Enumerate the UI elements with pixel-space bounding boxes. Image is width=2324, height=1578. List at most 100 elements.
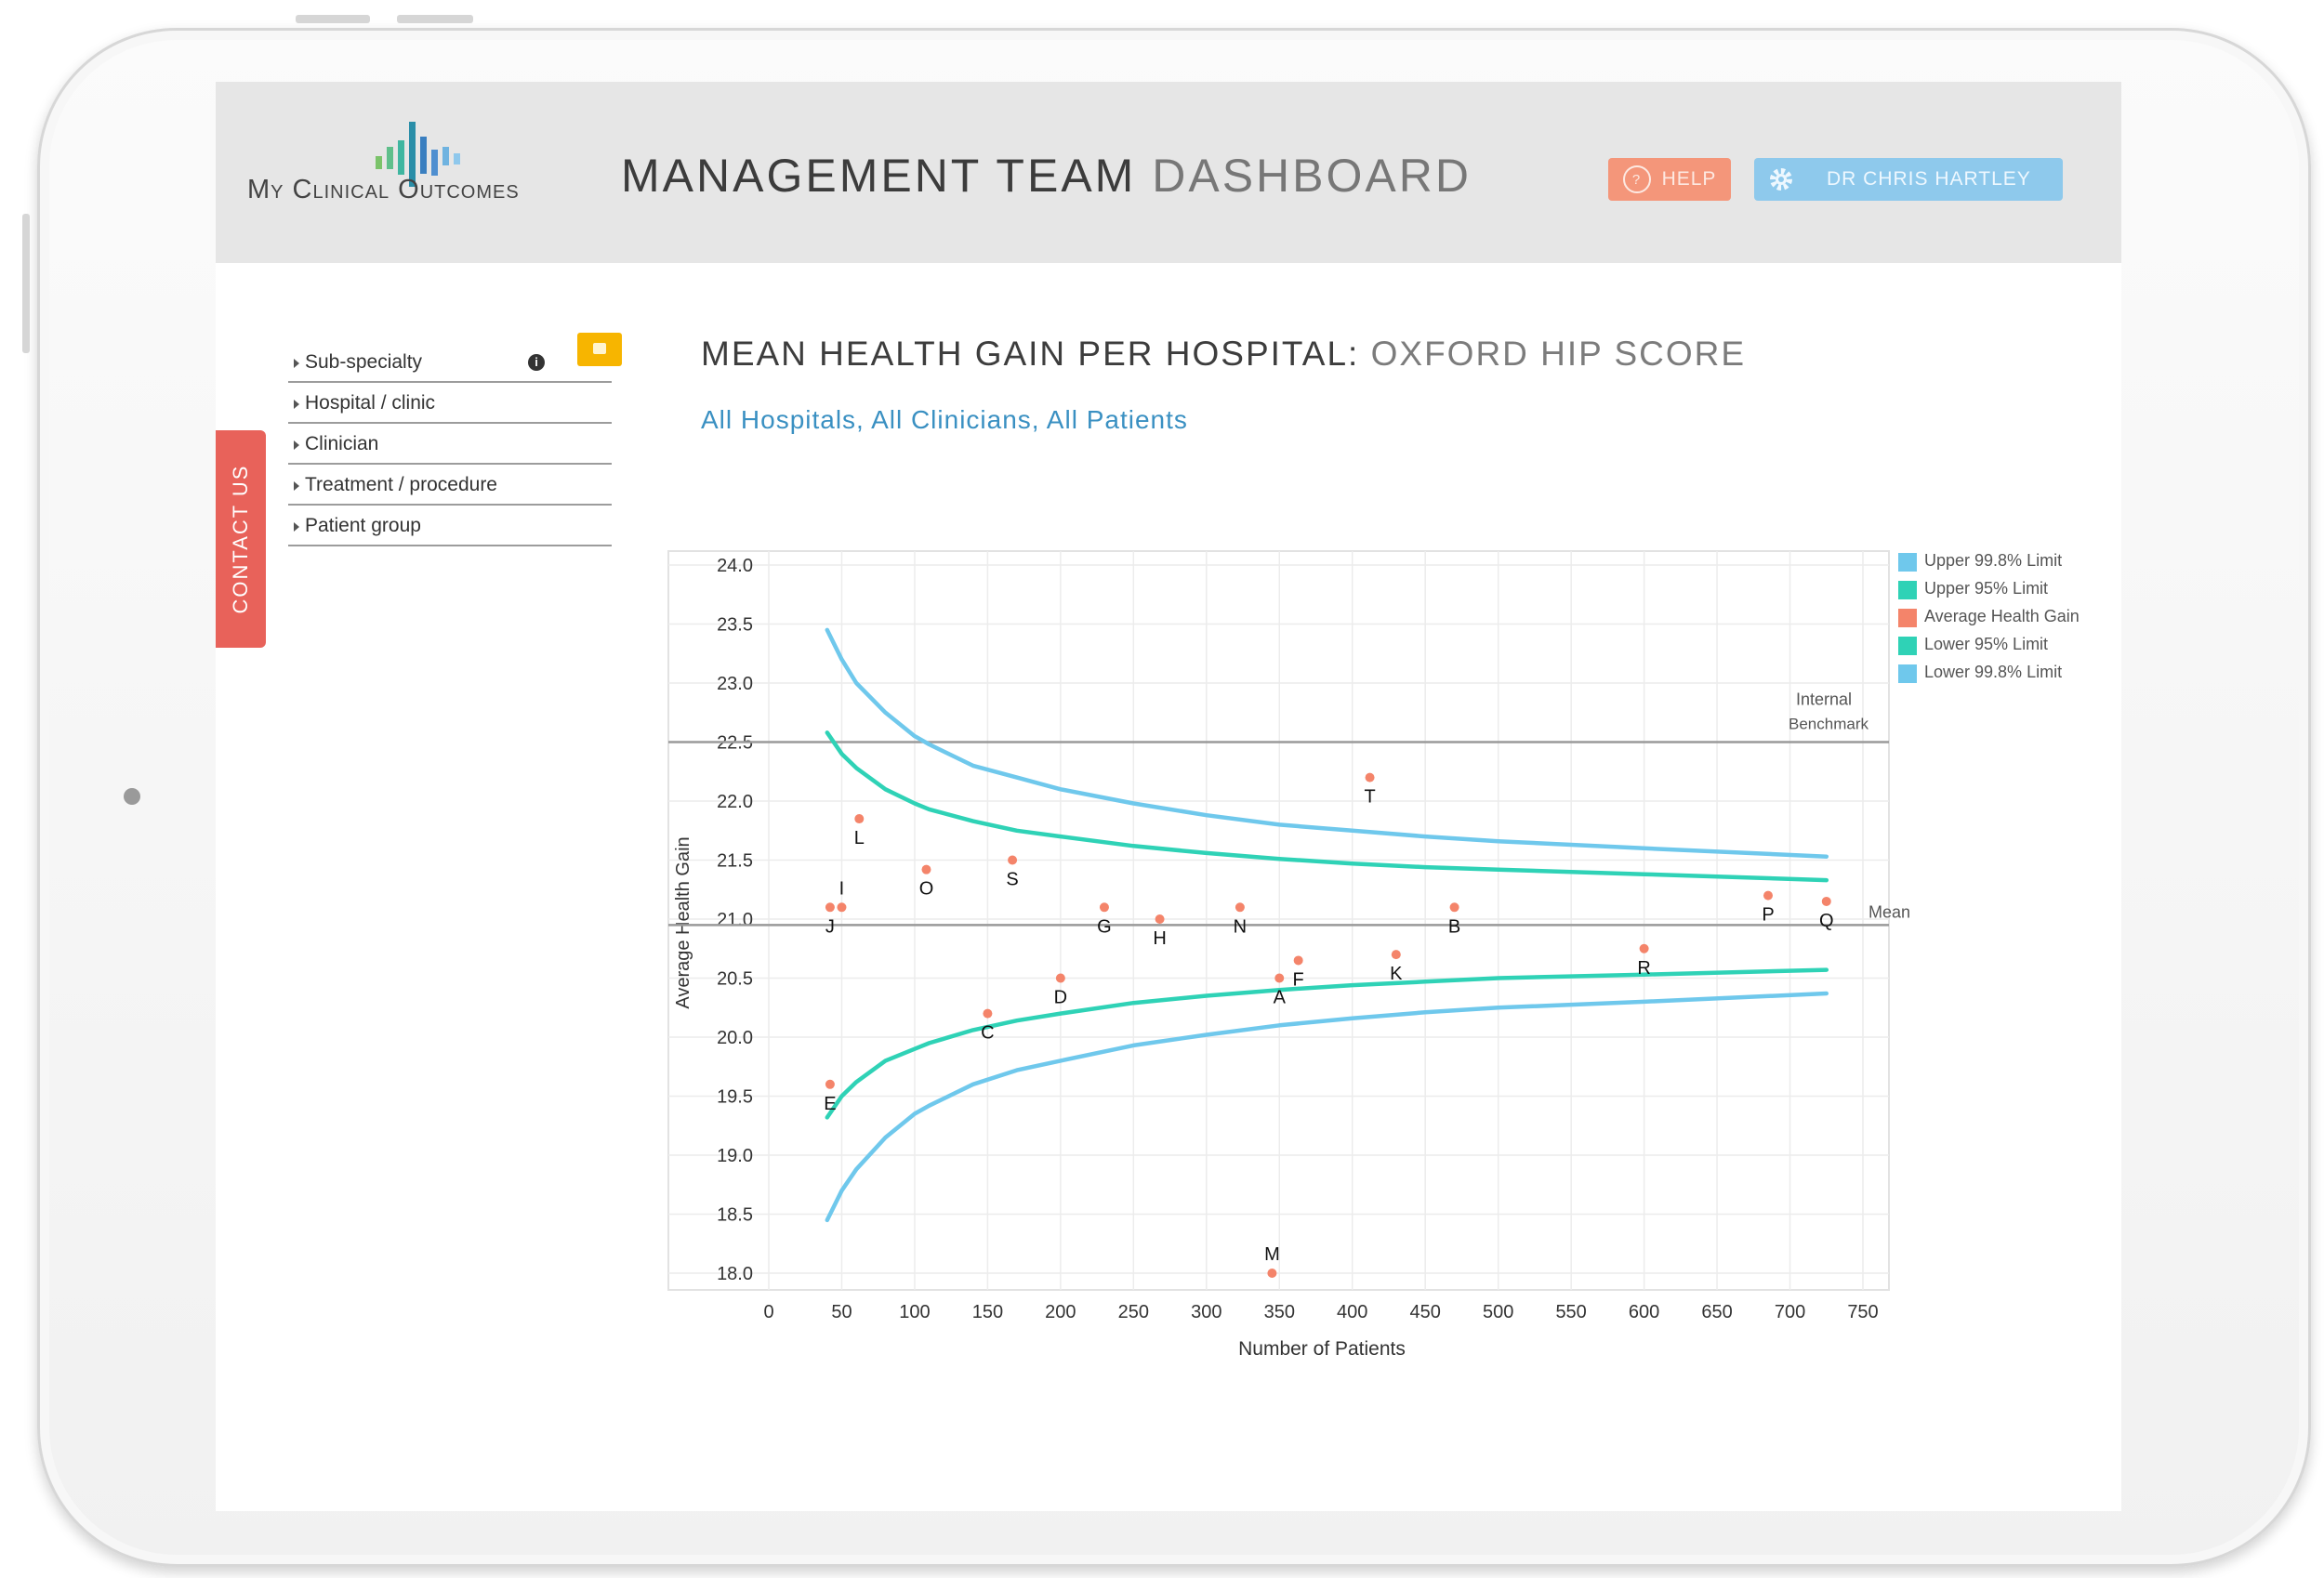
filter-clinician[interactable]: Clinician <box>288 424 612 465</box>
y-tick-label: 18.0 <box>717 1264 753 1284</box>
y-tick-label: 23.5 <box>717 615 753 636</box>
point-label: S <box>1006 870 1018 890</box>
point-label: T <box>1364 787 1375 808</box>
point-label: L <box>854 828 865 848</box>
gear-icon <box>1770 168 1792 191</box>
benchmark-label: Internal <box>1796 690 1852 709</box>
point-label: R <box>1637 958 1650 979</box>
x-tick-label: 400 <box>1337 1302 1367 1322</box>
point-label: H <box>1153 928 1166 949</box>
mean-label: Mean <box>1868 902 1910 921</box>
data-point <box>1099 902 1109 913</box>
legend-swatch <box>1898 581 1917 599</box>
y-tick-label: 24.0 <box>717 556 753 576</box>
data-point <box>1274 973 1285 983</box>
info-icon[interactable]: i <box>528 354 545 371</box>
x-tick-label: 150 <box>972 1302 1003 1322</box>
filter-sub-specialty[interactable]: Sub-specialty i <box>288 342 612 383</box>
point-label: F <box>1293 969 1304 990</box>
legend-swatch <box>1898 553 1917 572</box>
limit-curve <box>825 967 1829 1120</box>
y-tick-label: 21.0 <box>717 910 753 930</box>
x-tick-label: 750 <box>1847 1302 1878 1322</box>
power-button <box>397 15 473 23</box>
data-point <box>921 864 931 874</box>
data-point <box>983 1008 993 1019</box>
legend-label: Upper 99.8% Limit <box>1924 551 2063 570</box>
x-tick-label: 550 <box>1555 1302 1586 1322</box>
filter-hospital-clinic[interactable]: Hospital / clinic <box>288 383 612 424</box>
legend-item[interactable]: Upper 99.8% Limit <box>1898 551 2080 579</box>
y-tick-label: 22.0 <box>717 792 753 812</box>
data-point <box>1449 902 1459 913</box>
data-point <box>1055 973 1065 983</box>
x-tick-label: 0 <box>763 1302 773 1322</box>
app-screen: My Clinical Outcomes MANAGEMENT TEAM DAS… <box>216 82 2121 1511</box>
funnel-chart: 0 50 100 150 200 250 300 350 400 450 500 550 600 650 7… <box>667 550 1910 1360</box>
data-point <box>1639 943 1649 953</box>
logo-text: My Clinical Outcomes <box>247 175 520 204</box>
limit-curve <box>825 730 1829 883</box>
legend-swatch <box>1898 637 1917 655</box>
filter-patient-group[interactable]: Patient group <box>288 506 612 546</box>
legend-item[interactable]: Average Health Gain <box>1898 607 2080 635</box>
y-tick-label: 20.5 <box>717 969 753 990</box>
data-point <box>1821 896 1831 906</box>
x-tick-label: 100 <box>899 1302 930 1322</box>
help-label: HELP <box>1661 168 1717 190</box>
filter-label: Hospital / clinic <box>305 392 436 414</box>
point-label: P <box>1762 905 1774 926</box>
x-tick-label: 700 <box>1775 1302 1805 1322</box>
filter-label: Patient group <box>305 515 421 536</box>
legend-label: Lower 95% Limit <box>1924 635 2049 653</box>
x-tick-label: 600 <box>1629 1302 1659 1322</box>
export-button[interactable] <box>577 333 622 366</box>
data-point <box>825 1079 835 1089</box>
x-tick-label: 300 <box>1191 1302 1221 1322</box>
point-label: E <box>824 1094 836 1114</box>
benchmark-label: Benchmark <box>1789 716 1868 733</box>
data-point <box>1391 950 1401 960</box>
logo-bars-icon <box>376 122 460 187</box>
chart-subtitle: All Hospitals, All Clinicians, All Patie… <box>701 405 1188 434</box>
data-point <box>837 902 847 913</box>
x-tick-label: 50 <box>831 1302 852 1322</box>
legend-item[interactable]: Lower 95% Limit <box>1898 635 2080 663</box>
page-title-main: MANAGEMENT TEAM <box>621 150 1137 202</box>
help-button[interactable]: ? HELP <box>1608 158 1731 201</box>
filter-treatment-procedure[interactable]: Treatment / procedure <box>288 465 612 506</box>
x-axis-label: Number of Patients <box>1238 1338 1406 1360</box>
point-label: K <box>1390 964 1403 984</box>
x-tick-label: 200 <box>1045 1302 1076 1322</box>
export-icon <box>593 343 606 354</box>
top-bar: My Clinical Outcomes MANAGEMENT TEAM DAS… <box>216 82 2121 263</box>
page-title-light: DASHBOARD <box>1152 150 1472 202</box>
data-point <box>1763 890 1773 901</box>
limit-curve <box>825 991 1829 1223</box>
legend-label: Upper 95% Limit <box>1924 579 2049 598</box>
point-label: N <box>1234 916 1247 937</box>
point-label: Q <box>1819 911 1834 931</box>
legend-item[interactable]: Lower 99.8% Limit <box>1898 663 2080 690</box>
legend-item[interactable]: Upper 95% Limit <box>1898 579 2080 607</box>
filter-label: Clinician <box>305 433 379 454</box>
x-tick-label: 650 <box>1701 1302 1732 1322</box>
volume-button <box>296 15 370 23</box>
chart-legend: Upper 99.8% Limit Upper 95% Limit Average … <box>1898 551 2080 690</box>
x-tick-label: 250 <box>1118 1302 1149 1322</box>
point-label: A <box>1274 988 1287 1008</box>
chart-title-light: OXFORD HIP SCORE <box>1370 335 1747 373</box>
side-button <box>22 214 30 353</box>
y-tick-label: 18.5 <box>717 1205 753 1226</box>
y-tick-label: 19.0 <box>717 1146 753 1166</box>
user-button[interactable]: DR CHRIS HARTLEY <box>1754 158 2063 201</box>
point-label: C <box>981 1023 994 1044</box>
legend-swatch <box>1898 664 1917 683</box>
filter-list: Sub-specialty i Hospital / clinic Clinic… <box>288 342 612 546</box>
chart-title: MEAN HEALTH GAIN PER HOSPITAL: OXFORD HI… <box>701 335 1746 374</box>
data-point <box>825 902 835 913</box>
point-label: D <box>1054 988 1067 1008</box>
data-point <box>1293 955 1303 966</box>
contact-us-tab[interactable]: CONTACT US <box>216 430 266 648</box>
data-point <box>1267 1269 1277 1278</box>
